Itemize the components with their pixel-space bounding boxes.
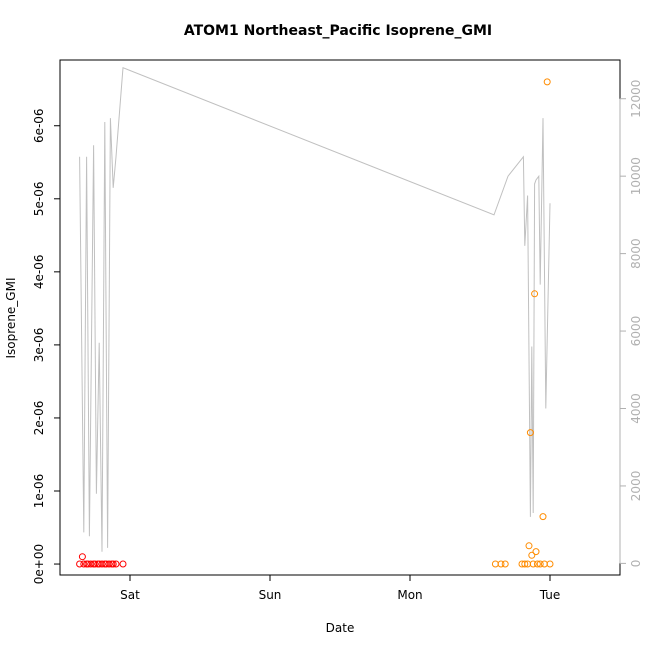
data-point [501, 560, 509, 568]
y-axis-label: Isoprene_GMI [4, 278, 18, 359]
x-tick-label: Sun [259, 588, 282, 602]
data-point [536, 560, 544, 568]
data-point [521, 560, 529, 568]
data-point [532, 548, 540, 556]
y-tick-label: 1e-06 [32, 474, 46, 509]
data-point [78, 553, 86, 561]
y2-tick-label: 0 [629, 560, 643, 568]
data-point [112, 560, 120, 568]
data-point [543, 78, 551, 86]
x-axis-label: Date [326, 621, 355, 635]
plot-frame [59, 59, 621, 576]
data-point [525, 542, 533, 550]
y-tick-label: 6e-06 [32, 108, 46, 143]
y-tick-label: 3e-06 [32, 328, 46, 363]
y-axis-left: 0e+00 1e-06 2e-06 3e-06 4e-06 5e-06 6e-06 [32, 108, 61, 584]
y2-tick-label: 4000 [629, 393, 643, 424]
y2-tick-label: 2000 [629, 471, 643, 502]
data-point [109, 560, 117, 568]
data-point [533, 560, 541, 568]
data-point [87, 560, 95, 568]
y2-tick-label: 8000 [629, 238, 643, 269]
y-tick-label: 2e-06 [32, 401, 46, 436]
data-point [531, 290, 539, 298]
data-point [91, 560, 99, 568]
y2-tick-label: 12000 [629, 80, 643, 118]
y2-tick-label: 6000 [629, 316, 643, 347]
data-point [546, 560, 554, 568]
data-point [105, 560, 113, 568]
y-axis-right: 0 2000 4000 6000 8000 10000 12000 [619, 80, 643, 568]
data-point [539, 513, 547, 521]
y-tick-label: 4e-06 [32, 255, 46, 290]
y2-tick-label: 10000 [629, 157, 643, 195]
data-point [529, 560, 537, 568]
right-axis-series-line [79, 66, 551, 552]
data-point [80, 560, 88, 568]
data-point [528, 551, 536, 559]
x-axis: Sat Sun Mon Tue [120, 574, 561, 602]
data-point [76, 560, 84, 568]
x-tick-label: Mon [397, 588, 422, 602]
right-axis-line-layer [79, 66, 551, 552]
points-layer [76, 78, 554, 568]
data-point [497, 560, 505, 568]
data-point [526, 429, 534, 437]
data-point [119, 560, 127, 568]
y-tick-label: 0e+00 [32, 544, 46, 584]
chart-title: ATOM1 Northeast_Pacific Isoprene_GMI [184, 23, 492, 39]
x-tick-label: Tue [539, 588, 561, 602]
y-tick-label: 5e-06 [32, 181, 46, 216]
data-point [98, 560, 106, 568]
x-tick-label: Sat [120, 588, 140, 602]
